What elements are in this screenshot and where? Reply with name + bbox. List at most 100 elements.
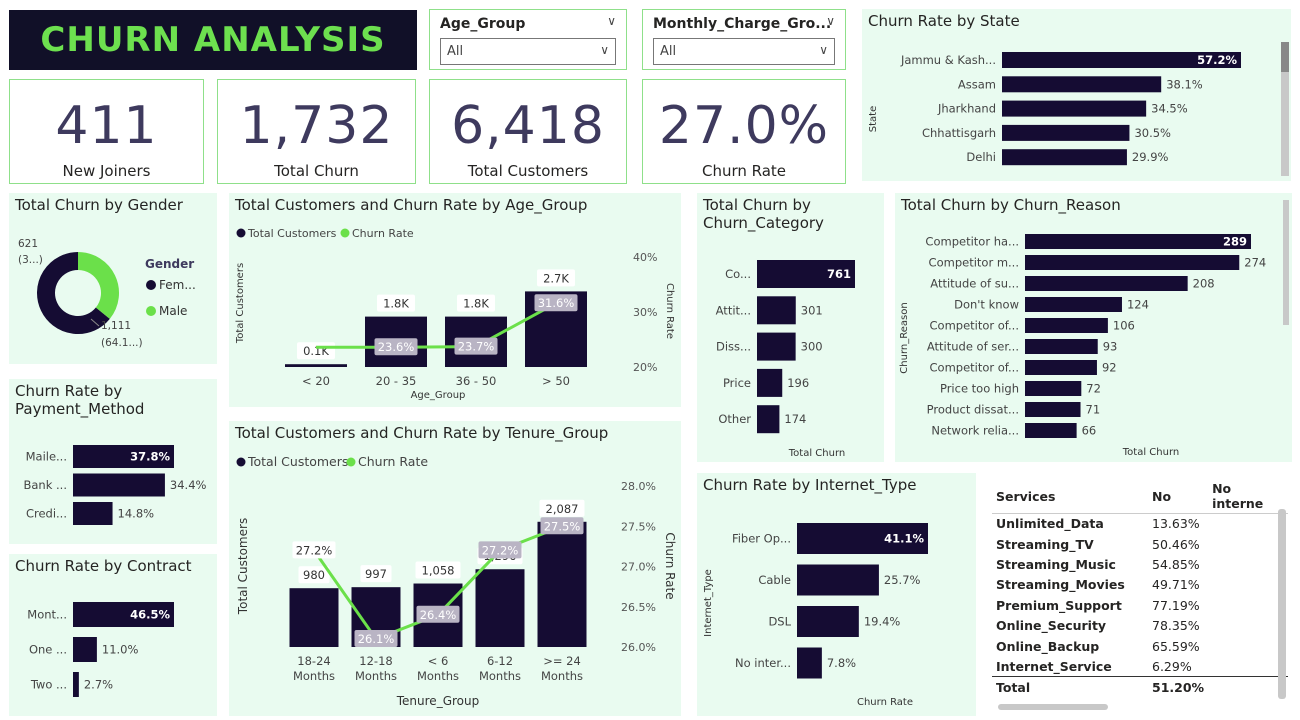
column-header[interactable]: Services <box>992 479 1148 514</box>
chart-title: Total Churn by Gender <box>15 196 183 214</box>
category-label: DSL <box>768 615 791 629</box>
legend-label: Male <box>159 304 187 318</box>
x-axis-label: Total Churn <box>788 448 845 459</box>
data-label: 71 <box>1086 403 1101 417</box>
reason-scrollbar[interactable] <box>1283 200 1289 325</box>
data-label: 174 <box>784 412 806 426</box>
monthly-charge-slicer[interactable]: Monthly_Charge_Gro... ∨ All ∨ <box>642 9 846 70</box>
data-label: (64.1...) <box>101 337 143 349</box>
panel-services[interactable]: Services No No interne Unlimited_Data 13.63%… <box>990 473 1292 716</box>
table-cell <box>1208 636 1288 656</box>
vertical-scrollbar[interactable] <box>1278 509 1286 699</box>
bar-label-bg <box>457 294 495 312</box>
table-cell <box>1208 514 1288 534</box>
monthly-charge-dropdown[interactable]: All ∨ <box>653 38 835 65</box>
column-header[interactable]: No <box>1148 479 1209 514</box>
bar <box>1025 276 1188 291</box>
kpi-label: Total Churn <box>274 162 359 180</box>
column-header[interactable]: No interne <box>1208 479 1289 514</box>
state-scrollbar-thumb[interactable] <box>1281 42 1289 72</box>
category-label: Months <box>541 669 583 683</box>
panel-contract[interactable]: Churn Rate by Contract Mont... 46.5% One .… <box>9 554 217 716</box>
category-label: 18-24 <box>297 654 330 668</box>
data-label: 41.1% <box>884 532 924 546</box>
panel-payment[interactable]: Churn Rate by Payment_Method Maile... 37.… <box>9 379 217 544</box>
y2-tick-label: 27.0% <box>621 561 656 574</box>
category-label: Price too high <box>940 382 1019 396</box>
legend-label: Fem... <box>159 278 196 292</box>
bar <box>289 588 339 647</box>
line-label-bg <box>292 541 336 559</box>
category-label: Chhattisgarh <box>922 126 996 140</box>
data-label: 19.4% <box>864 615 901 629</box>
chevron-down-icon[interactable]: ∨ <box>607 14 616 28</box>
category-label: Assam <box>958 77 996 91</box>
data-label: 621 <box>18 238 38 250</box>
bar-label-bg <box>360 565 392 583</box>
series-line <box>316 301 557 349</box>
chart-title: Total Customers and Churn Rate by Tenure… <box>235 424 609 442</box>
panel-age[interactable]: Total Customers and Churn Rate by Age_Gr… <box>229 193 681 407</box>
category-label: No inter... <box>735 656 791 670</box>
data-label: 761 <box>827 267 851 281</box>
x-axis-label: Churn Rate <box>857 697 913 708</box>
state-scrollbar-track[interactable] <box>1281 42 1289 176</box>
bar <box>285 364 347 367</box>
line-label-bg <box>478 541 522 559</box>
panel-reason[interactable]: Total Churn by Churn_Reason Competitor h… <box>895 193 1292 462</box>
kpi-value: 6,418 <box>451 96 605 156</box>
line-label: 26.4% <box>420 608 457 622</box>
category-label: Competitor of... <box>930 319 1020 333</box>
chevron-down-icon: ∨ <box>819 43 828 57</box>
table-cell: Unlimited_Data <box>996 516 1104 532</box>
panel-gender[interactable]: Total Churn by Gender 1,111 (64.1...) 621 (… <box>9 193 217 364</box>
line-label-bg <box>540 517 584 535</box>
horizontal-scrollbar[interactable] <box>998 704 1108 710</box>
line-label: 27.2% <box>482 543 519 557</box>
category-label: One ... <box>29 643 67 657</box>
gender-chart: 1,111 (64.1...) 621 (3...) Gender Fem... Male <box>18 238 196 349</box>
legend-marker <box>236 457 246 467</box>
category-label: 6-12 <box>487 654 513 668</box>
table-header-row: Services No No interne <box>992 479 1289 514</box>
line-label-bg <box>534 294 578 312</box>
category-label: Months <box>417 669 459 683</box>
chart-title: Churn Rate by Internet_Type <box>703 476 917 494</box>
table-cell: 51.20% <box>1148 676 1209 698</box>
age-group-dropdown[interactable]: All ∨ <box>440 38 616 65</box>
y2-axis-label: Churn Rate <box>664 283 675 339</box>
kpi-label: Total Customers <box>467 162 589 180</box>
table-cell: Streaming_Music <box>996 556 1116 572</box>
legend-marker <box>236 228 246 238</box>
panel-category[interactable]: Total Churn by Churn_Category Co... 761 At… <box>697 193 884 462</box>
data-label: 38.1% <box>1166 77 1203 91</box>
data-label: 2.7% <box>84 678 113 692</box>
table-row: Online_Backup 65.59% <box>992 636 1288 656</box>
chevron-down-icon[interactable]: ∨ <box>826 14 835 28</box>
category-label: Jharkhand <box>937 102 996 116</box>
dashboard-title: CHURN ANALYSIS <box>40 20 386 60</box>
panel-state[interactable]: Churn Rate by State Jammu & Kash... 57.2%… <box>862 9 1291 181</box>
kpi-label: New Joiners <box>62 162 151 180</box>
payment-chart: Maile... 37.8% Bank ... 34.4% Credi... 14.8% <box>23 445 207 525</box>
table-cell: 78.35% <box>1152 618 1200 634</box>
bar <box>1002 52 1241 68</box>
data-label: 1,111 <box>101 320 131 332</box>
data-label: 57.2% <box>1197 53 1237 67</box>
leader-line <box>90 318 100 327</box>
bar <box>73 473 165 497</box>
data-label: 66 <box>1082 424 1097 438</box>
panel-tenure[interactable]: Total Customers and Churn Rate by Tenure… <box>229 421 681 716</box>
panel-internet[interactable]: Churn Rate by Internet_Type Fiber Op... 4… <box>697 473 976 716</box>
y2-axis-label: Churn Rate <box>663 532 677 599</box>
data-label: 106 <box>1113 319 1135 333</box>
line-label-bg <box>454 337 498 355</box>
line-label: 27.5% <box>544 519 581 533</box>
slicer-label: Age_Group <box>440 16 526 32</box>
bar <box>757 260 855 288</box>
category-label: < 6 <box>428 654 449 668</box>
table-cell: Online_Backup <box>996 638 1100 654</box>
bar <box>797 606 859 637</box>
age-group-slicer[interactable]: Age_Group ∨ All ∨ <box>429 9 627 70</box>
table-cell: 13.63% <box>1152 516 1200 532</box>
